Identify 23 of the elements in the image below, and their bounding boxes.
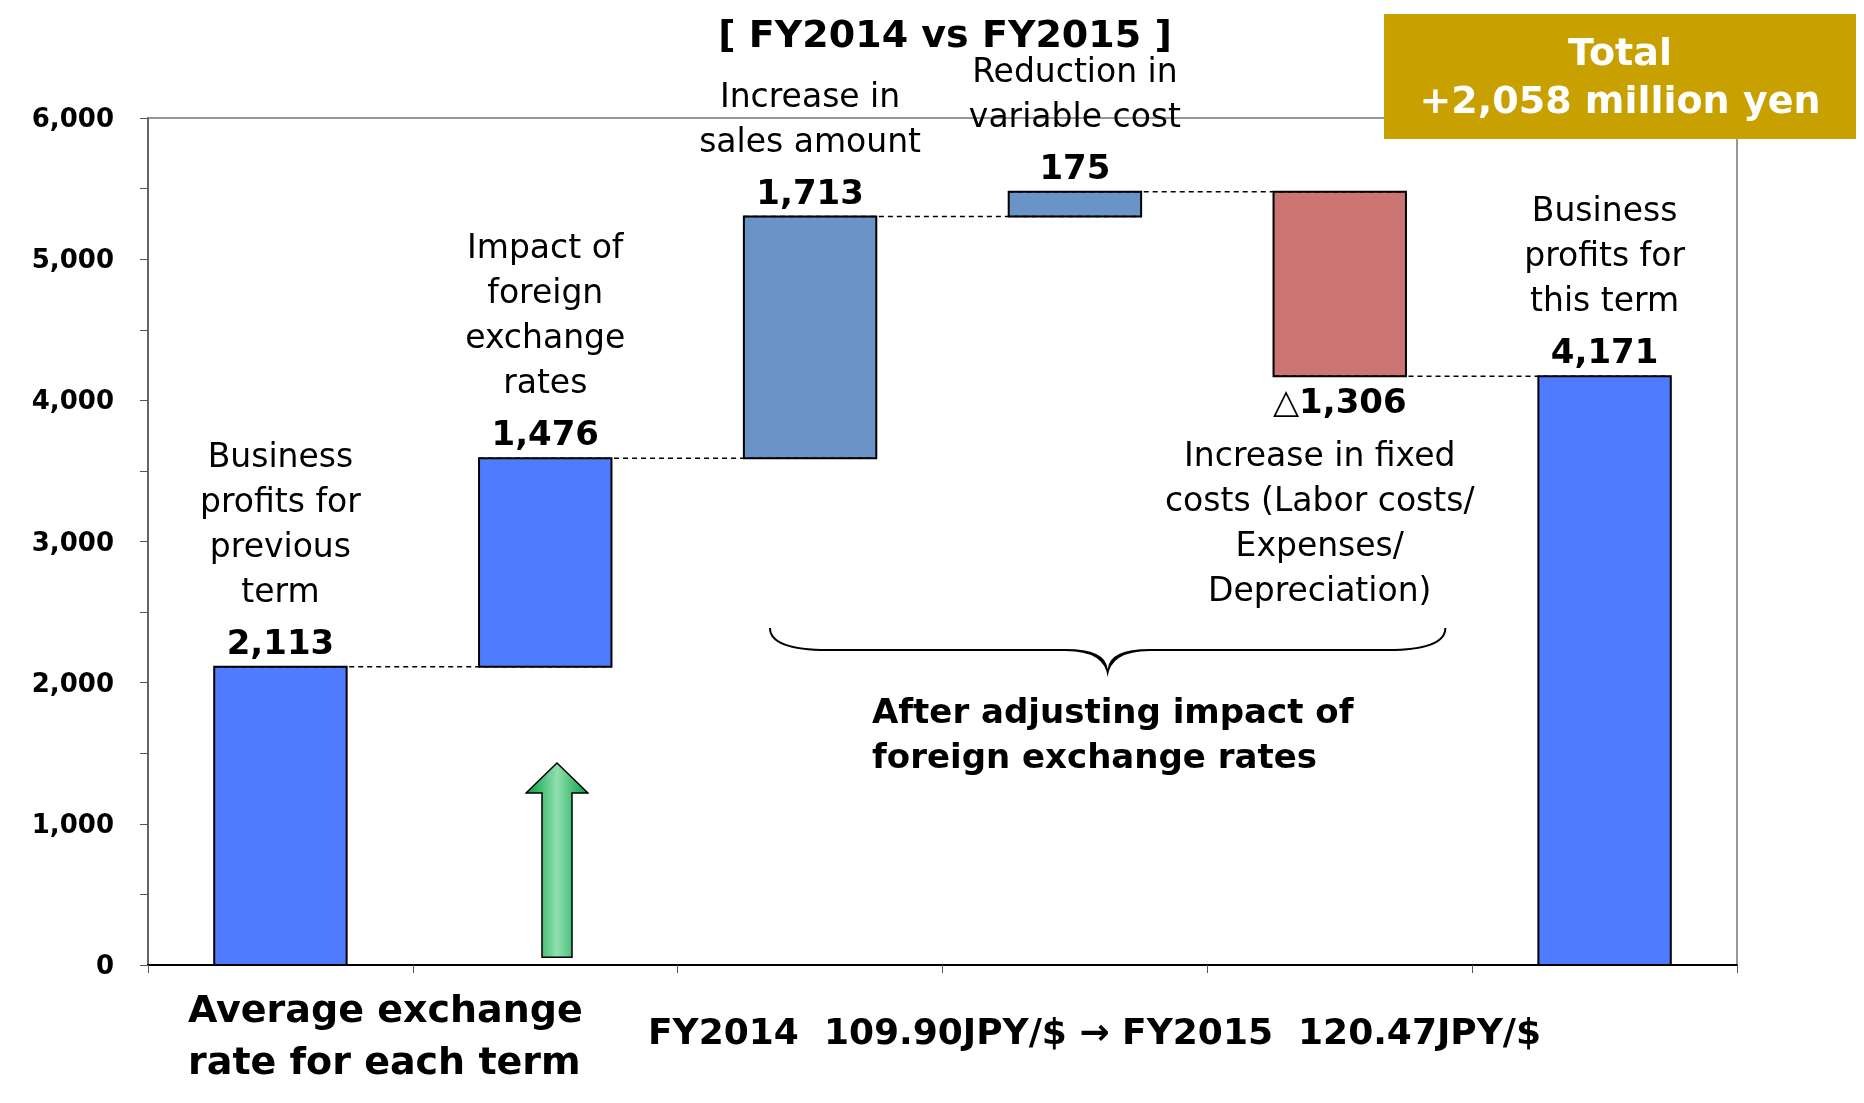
data-label: 1,476 — [491, 413, 600, 454]
y-tick-label: 3,000 — [31, 526, 114, 557]
y-tick-label: 6,000 — [31, 103, 114, 133]
y-tick-label: 0 — [95, 950, 114, 980]
annotation: After adjusting impact of foreign exchange rates — [872, 690, 1355, 776]
annotation: Business profits for this term — [1524, 190, 1686, 320]
data-label: 2,113 — [226, 621, 335, 662]
data-label: △1,306 — [1272, 381, 1407, 422]
y-tick-label: 2,000 — [31, 667, 114, 698]
text: Average exchange rate for each term — [188, 987, 583, 1083]
chart-title: [ FY2014 vs FY2015 ] — [718, 12, 1172, 56]
annotation: Impact of foreign exchange rates — [465, 227, 626, 402]
y-tick-label: 4,000 — [31, 385, 114, 416]
annotation: Business profits for previous term — [200, 435, 362, 610]
annotation: Increase in sales amount — [699, 75, 922, 160]
data-label: 1,713 — [756, 171, 864, 212]
annotation: Increase in fixed costs (Labor costs/ Expenses/ Depreciation) — [1164, 435, 1476, 610]
data-label: 4,171 — [1550, 331, 1659, 372]
text: FY2014 109.90JPY/$ → FY2015 120.47JPY/$ — [648, 1010, 1542, 1052]
data-label: 175 — [1039, 146, 1111, 187]
y-tick-label: 5,000 — [31, 244, 114, 275]
annotation: Total +2,058 million yen — [1419, 30, 1821, 122]
y-tick-label: 1,000 — [31, 808, 114, 839]
